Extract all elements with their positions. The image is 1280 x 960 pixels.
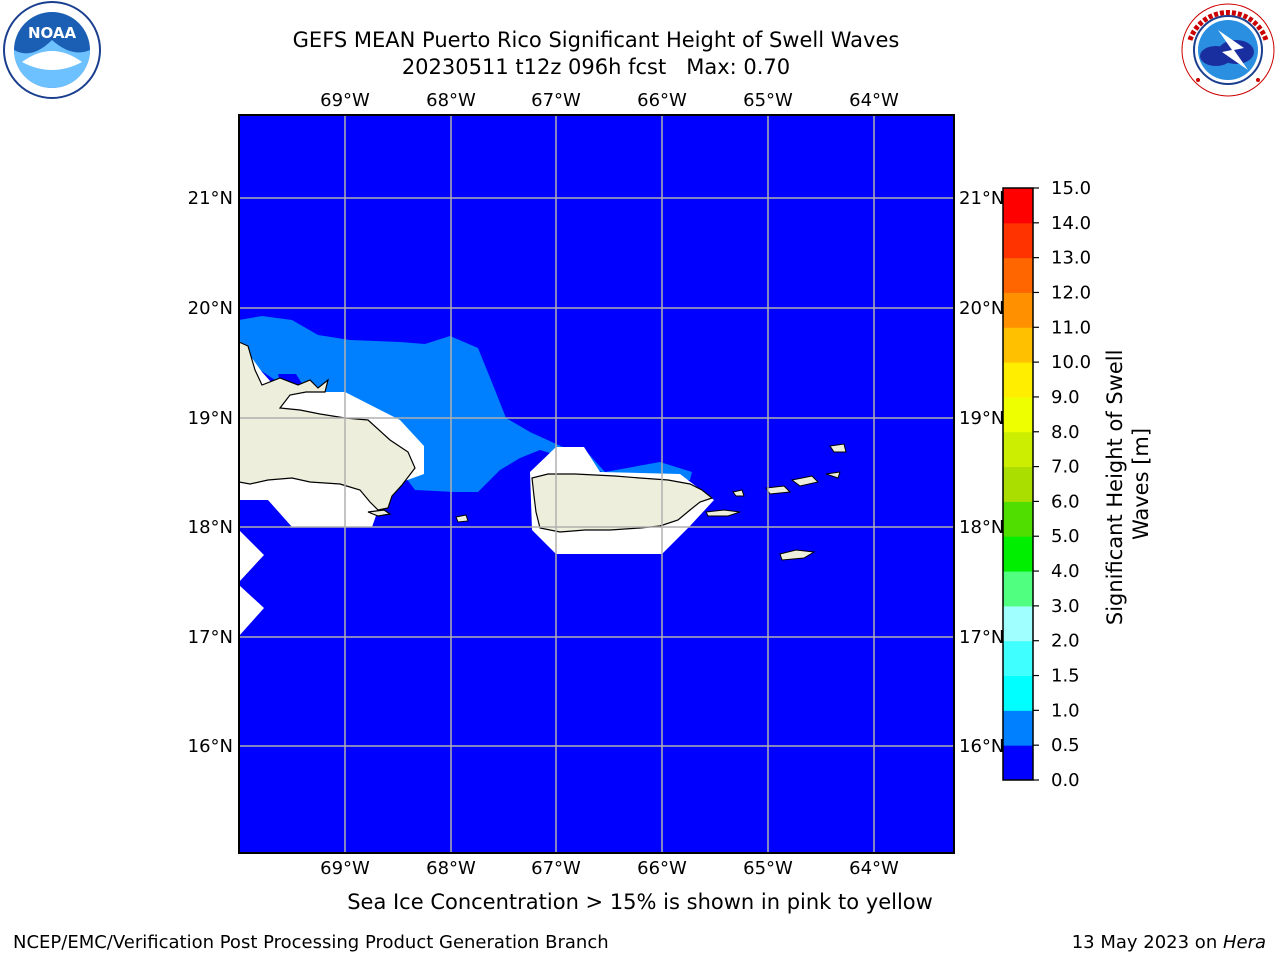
colorbar-segment [1003,675,1033,711]
colorbar-tick-label: 13.0 [1051,248,1091,269]
map-gridlines [239,115,954,853]
footer-host: Hera [1222,932,1266,953]
map-frame [238,114,955,854]
island-mona [455,514,469,523]
colorbar-tick-label: 1.5 [1051,666,1080,687]
lon-label: 64°W [849,858,899,879]
lat-label: 18°N [959,517,1004,538]
colorbar-segment [1003,431,1033,468]
colorbar-segment [1003,362,1033,398]
island-st-john [790,475,819,487]
colorbar-tick-label: 3.0 [1051,596,1080,617]
lon-label: 68°W [426,858,476,879]
colorbar-segment [1003,222,1033,259]
lat-label: 20°N [959,298,1004,319]
colorbar-ticks: 0.0 0.5 1.0 1.5 2.0 3.0 4.0 5.0 6.0 7.0 8.0 9.0 10.0… [1033,178,1091,791]
lon-label: 68°W [426,90,476,111]
colorbar-label-line2: Waves [m] [1129,428,1153,540]
island-culebra [732,489,745,497]
island-vieques [705,509,741,517]
colorbar-tick-label: 1.0 [1051,700,1080,721]
colorbar-segment [1003,571,1033,607]
colorbar-tick-label: 14.0 [1051,213,1091,234]
lat-label: 21°N [188,188,233,209]
colorbar-segment [1003,188,1033,224]
noaa-logo-text: NOAA [28,24,77,42]
footer-date-text: 13 May 2023 on [1071,932,1223,953]
colorbar-tick-label: 5.0 [1051,526,1080,547]
lon-label: 66°W [637,90,687,111]
forecast-subtitle: 20230511 t12z 096h fcst Max: 0.70 [401,55,791,79]
lat-label: 19°N [959,408,1004,429]
lon-label: 65°W [743,90,793,111]
colorbar-tick-label: 9.0 [1051,387,1080,408]
lat-label: 18°N [188,517,233,538]
colorbar-segment [1003,327,1033,363]
swell-field-mid [239,316,692,492]
colorbar-tick-label: 15.0 [1051,178,1091,199]
lon-label: 67°W [531,858,581,879]
page-title: GEFS MEAN Puerto Rico Significant Height… [292,28,900,52]
lat-labels-left: 21°N 20°N 19°N 18°N 17°N 16°N [188,188,233,757]
lon-label: 69°W [320,90,370,111]
colorbar-tick-label: 2.0 [1051,631,1080,652]
colorbar-tick-label: 6.0 [1051,491,1080,512]
lat-label: 19°N [188,408,233,429]
colorbar-segment [1003,640,1033,677]
colorbar-segment [1003,257,1033,293]
colorbar-segment [1003,605,1033,642]
colorbar-segment [1003,536,1033,572]
nodata-southwest [239,530,264,636]
nws-logo-icon [1181,3,1275,97]
colorbar-segment [1003,396,1033,433]
lon-label: 66°W [637,858,687,879]
island-st-croix [779,549,816,561]
lat-labels-right: 21°N 20°N 19°N 18°N 17°N 16°N [959,188,1004,757]
lat-label: 16°N [188,736,233,757]
island-tortola [825,471,841,479]
lon-label: 67°W [531,90,581,111]
colorbar-tick-label: 7.0 [1051,457,1080,478]
colorbar-segment [1003,501,1033,537]
colorbar-tick-label: 0.0 [1051,770,1080,791]
lat-label: 17°N [188,627,233,648]
colorbar-label-line1: Significant Height of Swell [1103,350,1127,626]
colorbar-segment [1003,710,1033,746]
noaa-logo-icon: NOAA [3,1,101,99]
lat-label: 20°N [188,298,233,319]
colorbar-label: Significant Height of Swell Waves [m] [1103,343,1153,625]
colorbar-segments [1003,188,1033,781]
lat-label: 16°N [959,736,1004,757]
footer-branch: NCEP/EMC/Verification Post Processing Pr… [13,932,609,953]
colorbar-tick-label: 12.0 [1051,282,1091,303]
colorbar-tick-label: 8.0 [1051,422,1080,443]
sea-ice-caption: Sea Ice Concentration > 15% is shown in … [347,890,933,914]
lon-labels-bottom: 69°W 68°W 67°W 66°W 65°W 64°W [320,858,899,879]
colorbar-tick-label: 4.0 [1051,561,1080,582]
footer-date: 13 May 2023 on Hera [1072,932,1266,953]
lat-label: 17°N [959,627,1004,648]
lon-label: 64°W [849,90,899,111]
colorbar-segment [1003,745,1033,781]
colorbar-frame [1002,187,1034,781]
island-anegada [829,443,847,453]
lon-label: 69°W [320,858,370,879]
lon-labels-top: 69°W 68°W 67°W 66°W 65°W 64°W [320,90,899,111]
colorbar-segment [1003,292,1033,328]
colorbar-tick-label: 11.0 [1051,317,1091,338]
land-hispaniola [239,341,416,511]
lon-label: 65°W [743,858,793,879]
colorbar-segment [1003,466,1033,502]
colorbar-tick-label: 10.0 [1051,352,1091,373]
lat-label: 21°N [959,188,1004,209]
land-puerto-rico [531,473,714,533]
colorbar-tick-label: 0.5 [1051,735,1080,756]
